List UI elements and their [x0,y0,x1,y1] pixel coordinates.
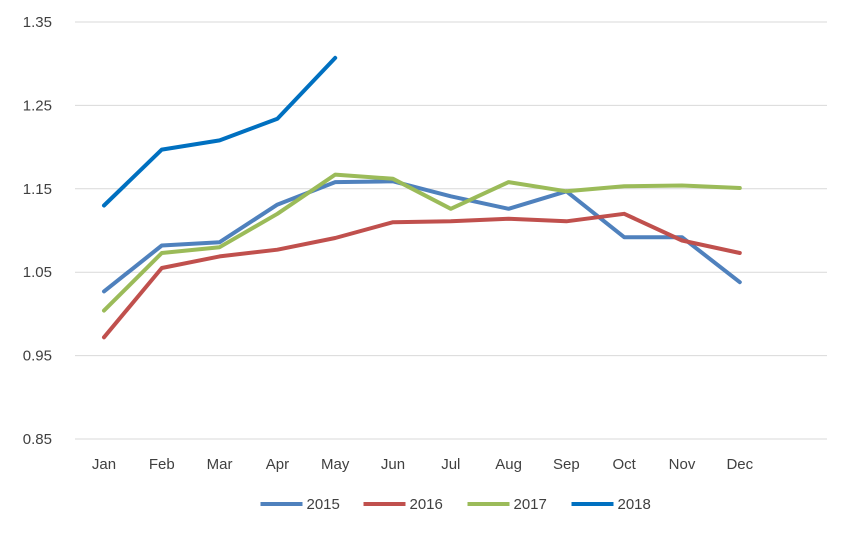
x-tick-label: Jan [92,456,116,473]
y-tick-label: 0.95 [23,348,52,365]
gridlines [75,21,827,440]
series-line-2018 [102,55,338,208]
legend-item-2015: 2015 [260,496,340,513]
x-tick-label: Oct [613,456,637,473]
x-tick-label: Jul [441,456,460,473]
x-tick-label: Aug [495,456,522,473]
x-tick-label: May [321,456,350,473]
y-tick-label: 1.35 [23,14,52,31]
y-tick-label: 1.05 [23,264,52,281]
series-line-2017 [102,172,742,313]
legend-item-2016: 2016 [363,496,443,513]
legend-label: 2016 [410,496,443,513]
legend-item-2017: 2017 [467,496,547,513]
x-tick-label: Nov [669,456,696,473]
x-tick-label: Apr [266,456,289,473]
x-tick-label: Sep [553,456,580,473]
y-axis-tick-labels: 0.85 0.95 1.05 1.15 1.25 1.35 [23,14,52,448]
legend: 2015 2016 2017 2018 [260,496,651,513]
x-tick-label: Feb [149,456,175,473]
legend-item-2018: 2018 [571,496,651,513]
legend-label: 2017 [514,496,547,513]
series-line-2015 [102,179,742,294]
y-tick-label: 1.25 [23,97,52,114]
series-lines [102,55,742,340]
legend-label: 2015 [307,496,340,513]
x-tick-label: Mar [207,456,233,473]
x-axis-tick-labels: Jan Feb Mar Apr May Jun Jul Aug Sep Oct Nov Dec [92,456,754,473]
legend-label: 2018 [618,496,651,513]
x-tick-label: Dec [726,456,753,473]
series-line-2016 [102,211,742,340]
x-tick-label: Jun [381,456,405,473]
y-tick-label: 0.85 [23,431,52,448]
y-tick-label: 1.15 [23,181,52,198]
